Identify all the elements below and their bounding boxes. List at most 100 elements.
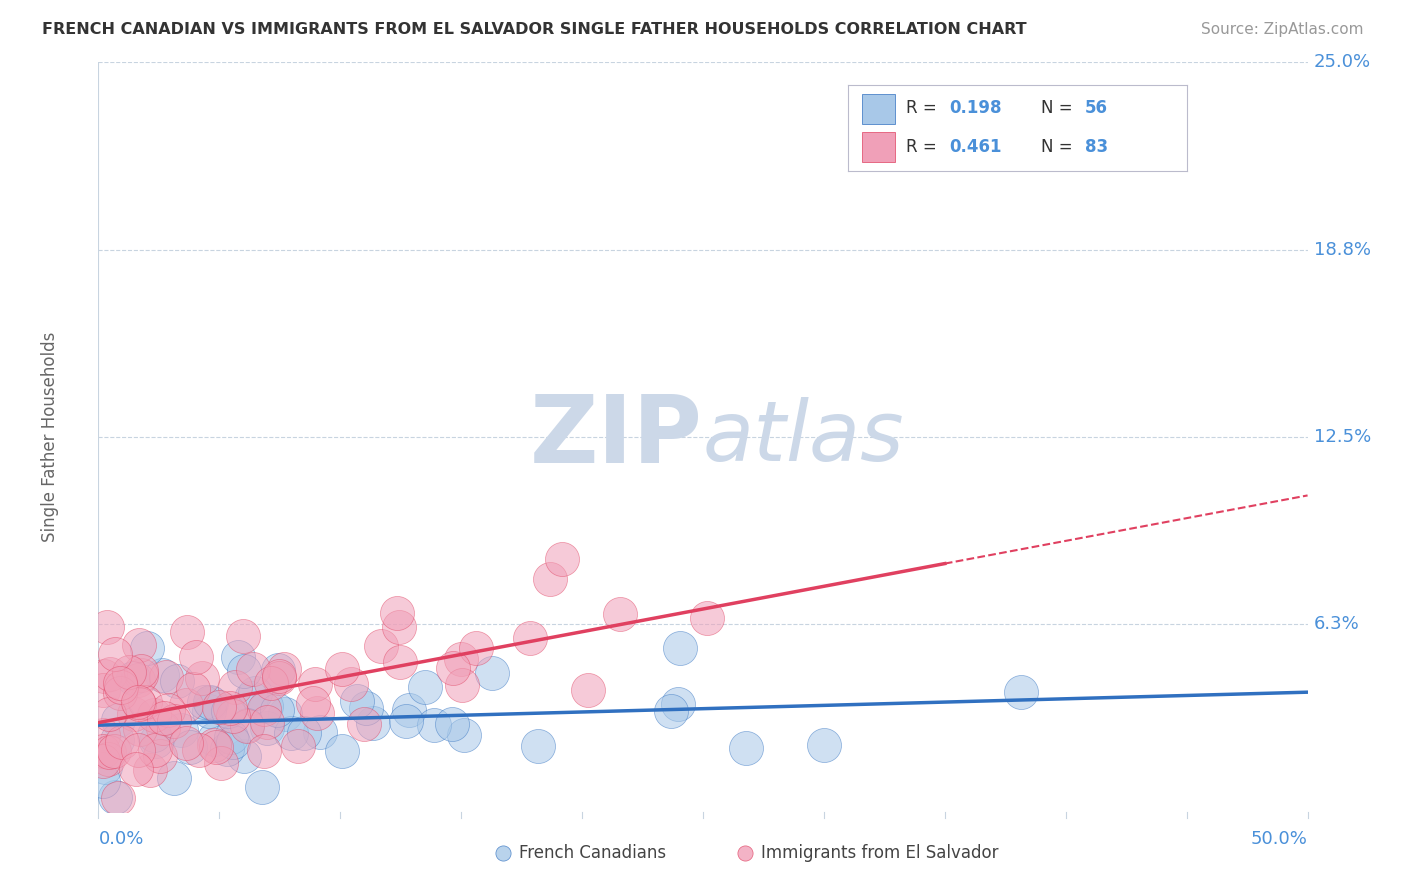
Point [218,700,240,714]
Point [233,664,256,678]
Point [93,668,115,682]
Point [91,744,114,758]
Text: 12.5%: 12.5% [1313,428,1371,446]
Point [346,694,368,708]
Point [143,708,166,723]
Point [256,714,278,729]
Point [388,655,411,669]
Point [413,680,436,694]
Point [423,718,446,732]
Text: atlas: atlas [703,397,904,477]
Point [274,707,297,722]
Point [205,739,228,754]
Point [181,682,204,697]
Point [441,661,464,675]
Point [129,664,152,678]
Point [353,717,375,731]
Point [202,731,225,746]
Point [197,704,219,718]
Point [256,722,278,736]
Text: 18.8%: 18.8% [1313,241,1371,259]
Point [122,671,145,685]
Point [232,748,254,763]
Point [142,728,165,742]
Point [163,771,186,785]
Point [111,735,134,749]
Point [105,733,128,747]
Point [232,629,254,643]
Point [103,744,125,758]
Point [363,716,385,731]
Point [108,686,131,700]
Point [176,624,198,639]
Point [145,734,167,748]
Point [107,713,129,727]
Point [242,662,264,676]
Text: Source: ZipAtlas.com: Source: ZipAtlas.com [1201,22,1364,37]
Point [239,691,262,706]
Point [91,728,114,742]
Point [267,669,290,683]
Point [292,726,315,740]
Point [110,681,132,695]
Point [222,709,245,723]
Point [370,639,392,653]
Point [166,674,188,689]
Point [668,641,690,656]
Point [236,718,259,732]
Point [696,611,718,625]
Point [609,607,631,621]
Point [208,699,231,714]
Point [734,740,756,755]
Point [155,670,177,684]
Point [174,698,197,712]
Point [107,790,129,805]
Point [97,752,120,766]
Point [108,676,131,690]
Point [273,661,295,675]
Point [91,682,114,697]
Point [302,696,325,710]
Point [388,620,411,634]
Point [224,680,246,694]
Point [245,685,267,699]
Point [190,671,212,685]
Point [91,773,114,788]
Point [385,606,408,620]
Point [128,722,150,736]
Point [179,740,201,755]
Point [395,714,418,728]
Point [813,738,835,752]
Point [156,703,179,717]
Point [260,676,283,690]
Point [200,696,222,710]
Point [128,698,150,712]
Text: ZIP: ZIP [530,391,703,483]
Point [550,552,572,566]
Point [453,728,475,742]
Point [354,701,377,715]
Point [465,641,488,656]
Point [450,652,472,666]
Point [153,711,176,725]
Text: 6.3%: 6.3% [1313,615,1360,633]
Point [143,743,166,757]
Point [96,620,118,634]
Point [538,572,561,586]
Point [193,695,215,709]
Point [253,702,276,716]
Point [269,671,291,685]
Point [668,698,690,712]
Point [128,638,150,652]
Point [330,662,353,676]
Point [451,678,474,692]
Point [309,725,332,739]
Point [122,706,145,721]
Point [150,667,173,681]
Point [152,721,174,735]
Text: Immigrants from El Salvador: Immigrants from El Salvador [761,844,998,862]
Text: 50.0%: 50.0% [1251,830,1308,848]
Point [305,706,328,720]
Text: 25.0%: 25.0% [1313,54,1371,71]
Point [149,749,172,764]
